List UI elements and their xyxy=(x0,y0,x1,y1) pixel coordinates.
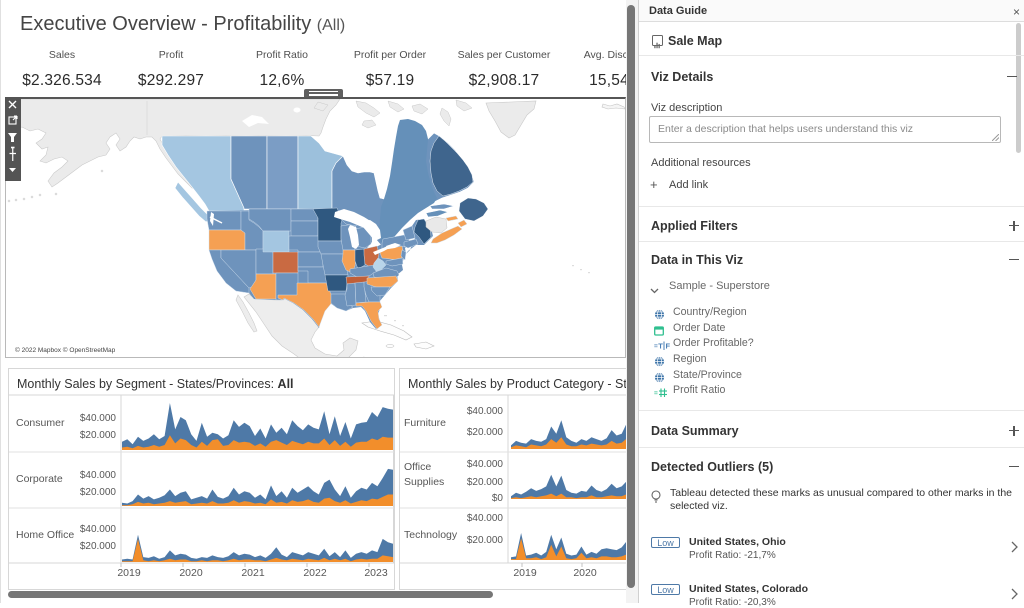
svg-text:$0: $0 xyxy=(492,493,504,504)
svg-text:$20.000: $20.000 xyxy=(80,430,117,441)
svg-text:Corporate: Corporate xyxy=(16,473,63,485)
svg-text:F: F xyxy=(666,342,671,351)
svg-text:2023: 2023 xyxy=(364,567,388,579)
svg-text:2020: 2020 xyxy=(573,567,597,579)
svg-text:$40.000: $40.000 xyxy=(467,459,504,470)
svg-text:$40.000: $40.000 xyxy=(467,513,504,524)
svg-text:$20.000: $20.000 xyxy=(467,535,504,546)
svg-text:Monthly Sales by Segment - Sta: Monthly Sales by Segment - States/Provin… xyxy=(17,377,294,391)
svg-text:$20.000: $20.000 xyxy=(467,427,504,438)
svg-text:2019: 2019 xyxy=(513,567,537,579)
svg-text:Consumer: Consumer xyxy=(16,417,65,429)
svg-text:$20.000: $20.000 xyxy=(80,487,117,498)
svg-text:Monthly Sales by Product Categ: Monthly Sales by Product Category - Stat… xyxy=(408,377,626,391)
svg-text:$20.000: $20.000 xyxy=(467,477,504,488)
svg-text:$40.000: $40.000 xyxy=(80,470,117,481)
svg-text:2022: 2022 xyxy=(303,567,327,579)
svg-text:$20.000: $20.000 xyxy=(80,541,117,552)
svg-text:Furniture: Furniture xyxy=(404,417,446,429)
svg-text:Home Office: Home Office xyxy=(16,529,74,541)
svg-text:Supplies: Supplies xyxy=(404,476,444,488)
svg-text:2019: 2019 xyxy=(117,567,141,579)
svg-text:2021: 2021 xyxy=(241,567,265,579)
svg-text:$40.000: $40.000 xyxy=(80,413,117,424)
svg-text:=: = xyxy=(654,390,658,397)
svg-text:$40.000: $40.000 xyxy=(467,406,504,417)
svg-text:$40.000: $40.000 xyxy=(80,524,117,535)
svg-text:Technology: Technology xyxy=(404,529,458,541)
svg-text:=: = xyxy=(654,343,658,350)
svg-text:2020: 2020 xyxy=(179,567,203,579)
svg-text:T: T xyxy=(658,342,663,351)
svg-text:Office: Office xyxy=(404,461,431,473)
